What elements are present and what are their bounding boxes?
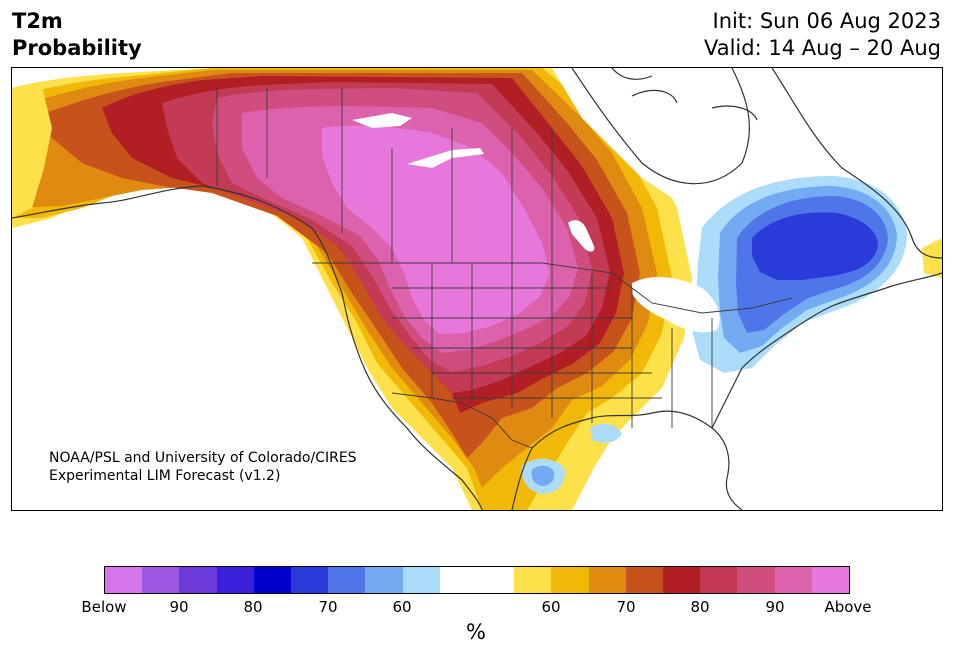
border-canadian-provinces xyxy=(266,88,553,273)
great-lakes xyxy=(632,276,720,333)
hudson-bay-water xyxy=(552,68,752,198)
colorbar-tick-label: 60 xyxy=(392,598,412,616)
colorbar-segment xyxy=(663,567,701,593)
title-variable: T2m xyxy=(12,9,63,33)
probability-map xyxy=(12,68,942,510)
colorbar-tick-label: Below xyxy=(81,598,127,616)
coastline-west xyxy=(12,185,483,510)
border-us-mexico xyxy=(391,392,533,449)
coastlines xyxy=(12,68,942,510)
colorbar-segment xyxy=(551,567,589,593)
great-bear-lake xyxy=(352,113,412,128)
colorbar-segment xyxy=(179,567,217,593)
political-borders xyxy=(216,88,793,449)
zone-blue3 xyxy=(752,212,878,280)
credit-line-1: NOAA/PSL and University of Colorado/CIRE… xyxy=(49,450,357,466)
colorbar-segment xyxy=(216,567,254,593)
colorbar xyxy=(104,566,850,594)
border-us-states xyxy=(392,263,713,428)
coastline-arctic-islands xyxy=(611,68,758,121)
colorbar-tick-label: 80 xyxy=(690,598,710,616)
colorbar-segment xyxy=(439,567,478,593)
valid-range: Valid: 14 Aug – 20 Aug xyxy=(703,36,941,60)
colorbar-segment xyxy=(105,567,143,593)
colorbar-segment xyxy=(514,567,552,593)
colorbar-segment xyxy=(625,567,664,593)
forecast-map: NOAA/PSL and University of Colorado/CIRE… xyxy=(11,67,943,511)
init-date: Init: Sun 06 Aug 2023 xyxy=(712,9,941,33)
coastline-east xyxy=(711,272,942,429)
colorbar-segment xyxy=(737,567,775,593)
lake-winnipeg xyxy=(568,220,595,252)
colorbar-segment xyxy=(328,567,366,593)
zone-magenta xyxy=(322,125,550,335)
data-credit: NOAA/PSL and University of Colorado/CIRE… xyxy=(49,449,357,485)
colorbar-segment xyxy=(142,567,180,593)
colorbar-tick-label: 80 xyxy=(243,598,263,616)
title-type: Probability xyxy=(12,36,142,60)
colorbar-segment xyxy=(291,567,329,593)
colorbar-segment xyxy=(588,567,626,593)
coastline-hudson xyxy=(571,68,751,185)
colorbar-tick-label: 90 xyxy=(765,598,785,616)
zone-alaska-yellow xyxy=(12,86,52,218)
colorbar-segment xyxy=(700,567,738,593)
colorbar-unit-label: % xyxy=(466,620,486,644)
colorbar-tick-labels: Below 90 80 70 60 60 70 80 90 Above xyxy=(81,598,871,618)
colorbar-segment xyxy=(811,567,850,593)
map-title: T2m Probability xyxy=(12,8,142,62)
colorbar-segment xyxy=(253,567,292,593)
great-slave-lake xyxy=(407,148,484,168)
colorbar-tick-label: 70 xyxy=(318,598,338,616)
colorbar-segment xyxy=(365,567,403,593)
forecast-dates: Init: Sun 06 Aug 2023 Valid: 14 Aug – 20… xyxy=(704,8,941,62)
credit-line-2: Experimental LIM Forecast (v1.2) xyxy=(49,468,281,484)
colorbar-tick-label: 60 xyxy=(541,598,561,616)
colorbar-segment xyxy=(774,567,812,593)
colorbar-tick-label: 90 xyxy=(169,598,189,616)
zone-lightblue-gulf xyxy=(590,423,622,443)
colorbar-segment xyxy=(402,567,440,593)
colorbar-tick-label: Above xyxy=(824,598,872,616)
zone-mexico-blue-inner xyxy=(531,465,555,486)
colorbar-segment xyxy=(477,567,515,593)
zone-right-yellow xyxy=(922,238,942,278)
coastline-labrador xyxy=(771,68,942,259)
colorbar-tick-label: 70 xyxy=(616,598,636,616)
